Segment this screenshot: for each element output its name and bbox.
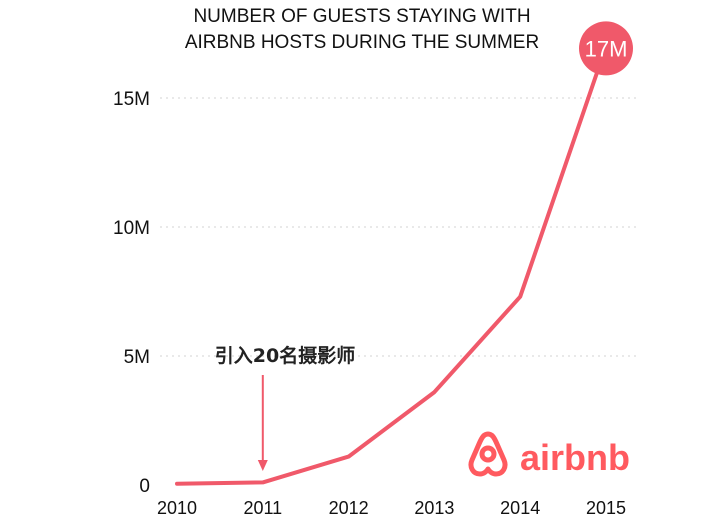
- endpoint-badge: 17M: [579, 21, 633, 76]
- chart-title: NUMBER OF GUESTS STAYING WITH AIRBNB HOS…: [185, 6, 539, 53]
- x-tick-label: 2011: [243, 498, 282, 518]
- x-axis-ticks: 2010 2011 2012 2013 2014 2015: [157, 498, 626, 518]
- y-tick-label: 15M: [113, 89, 150, 110]
- series-line: [175, 44, 608, 486]
- x-tick-label: 2013: [414, 498, 454, 518]
- annotation: 引入20名摄影师: [215, 344, 355, 471]
- chart-title-line-1: NUMBER OF GUESTS STAYING WITH: [193, 6, 530, 27]
- x-tick-label: 2015: [586, 498, 626, 518]
- x-tick-label: 2010: [157, 498, 197, 518]
- airbnb-belo-icon: [468, 431, 508, 477]
- chart-title-line-2: AIRBNB HOSTS DURING THE SUMMER: [185, 32, 539, 53]
- y-axis-ticks: 0 5M 10M 15M: [113, 89, 150, 497]
- annotation-label: 引入20名摄影师: [215, 344, 355, 367]
- airbnb-wordmark: airbnb: [520, 437, 630, 478]
- x-tick-label: 2014: [500, 498, 540, 518]
- grid-lines: [160, 97, 640, 357]
- y-tick-label: 5M: [124, 347, 150, 368]
- annotation-arrow-head: [257, 460, 268, 471]
- endpoint-badge-circle: [579, 21, 633, 76]
- y-tick-label: 0: [139, 476, 150, 497]
- x-tick-label: 2012: [329, 498, 369, 518]
- series-layer: [175, 44, 608, 486]
- endpoint-badge-label: 17M: [585, 36, 628, 61]
- airbnb-logo: airbnb: [468, 431, 630, 478]
- y-tick-label: 10M: [113, 218, 150, 239]
